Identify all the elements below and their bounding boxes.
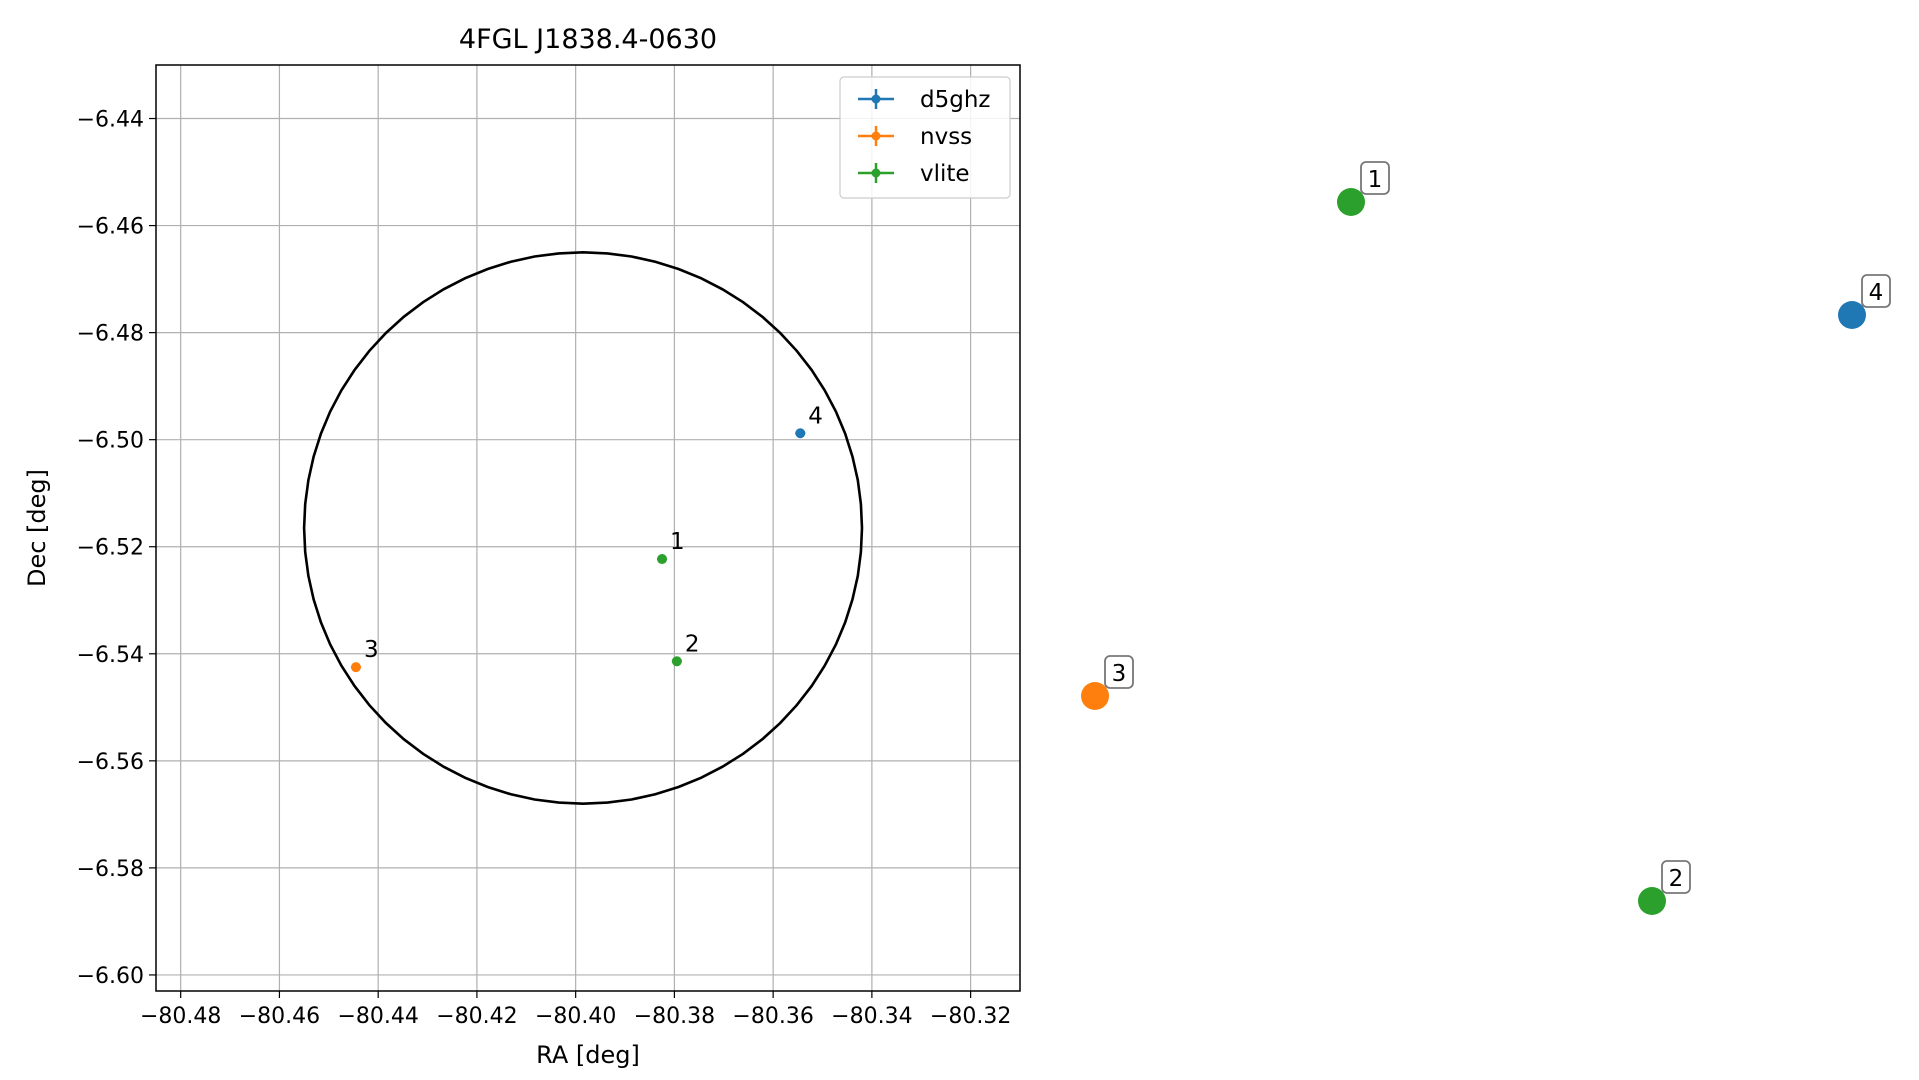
x-tick-label: −80.34 <box>831 1004 912 1029</box>
y-tick-label: −6.52 <box>77 536 144 561</box>
localization-ellipse-group <box>302 250 864 806</box>
overview-label-box <box>1661 860 1691 894</box>
plot-frame <box>155 64 1021 992</box>
y-tick-label: −6.54 <box>77 643 144 668</box>
y-tick-label: −6.50 <box>77 429 144 454</box>
overview-label-box <box>1861 274 1891 308</box>
overview-label-box <box>1104 655 1134 689</box>
y-tick-label: −6.48 <box>77 322 144 347</box>
legend-label: vlite <box>920 161 970 187</box>
x-tick-label: −80.38 <box>634 1004 715 1029</box>
grid-lines <box>156 65 1020 991</box>
y-tick-label: −6.56 <box>77 750 144 775</box>
legend-label: nvss <box>920 124 972 150</box>
point-label: 3 <box>364 637 379 663</box>
x-tick-label: −80.46 <box>239 1004 320 1029</box>
data-point-nvss <box>350 662 361 673</box>
localization-ellipse <box>302 250 864 806</box>
x-axis-label: RA [deg] <box>536 1041 640 1069</box>
overview-label-box <box>1360 161 1390 195</box>
x-tick-label: −80.40 <box>535 1004 616 1029</box>
source-points: 4 3 1 2 <box>350 403 823 673</box>
point-label: 2 <box>685 631 700 657</box>
data-point-d5ghz <box>795 428 806 439</box>
overview-label: 1 <box>1368 167 1383 193</box>
x-tick-label: −80.48 <box>140 1004 221 1029</box>
overview-label: 2 <box>1669 866 1684 892</box>
y-axis-label: Dec [deg] <box>23 469 51 587</box>
overview-marker <box>1337 188 1365 216</box>
overview-label: 4 <box>1869 280 1884 306</box>
data-point-vlite <box>657 554 668 565</box>
data-point-vlite <box>671 656 682 667</box>
overview-panel: 1 4 3 2 <box>1081 161 1891 915</box>
y-tick-label: −6.46 <box>77 215 144 240</box>
overview-label: 3 <box>1112 661 1127 687</box>
point-label: 1 <box>670 529 685 555</box>
point-label: 4 <box>808 403 823 429</box>
overview-marker <box>1081 682 1109 710</box>
y-tick-label: −6.58 <box>77 857 144 882</box>
legend-entries: d5ghz nvss vlite <box>858 87 990 187</box>
legend-marker <box>871 168 881 178</box>
x-tick-label: −80.32 <box>930 1004 1011 1029</box>
x-tick-label: −80.44 <box>337 1004 418 1029</box>
legend-label: d5ghz <box>920 87 990 113</box>
chart-title: 4FGL J1838.4-0630 <box>459 24 717 55</box>
y-tick-label: −6.44 <box>77 108 144 133</box>
legend: d5ghz nvss vlite <box>839 76 1011 199</box>
x-tick-label: −80.36 <box>732 1004 813 1029</box>
legend-marker <box>871 131 881 141</box>
overview-marker <box>1638 887 1666 915</box>
x-tick-label: −80.42 <box>436 1004 517 1029</box>
legend-box <box>839 76 1011 199</box>
axis-ticks: −80.48 −80.46 −80.44 −80.42 −80.40 −80.38 −80.… <box>77 108 1012 1029</box>
overview-marker <box>1838 301 1866 329</box>
y-tick-label: −6.60 <box>77 964 144 989</box>
legend-marker <box>871 94 881 104</box>
